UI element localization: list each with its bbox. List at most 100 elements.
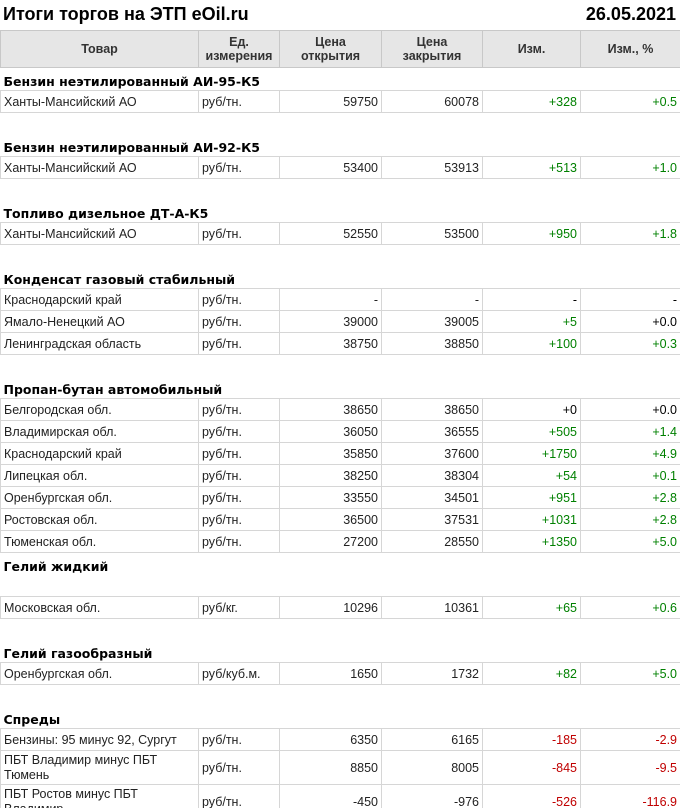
column-header: Ед. измерения <box>198 30 280 68</box>
data-row: Бензины: 95 минус 92, Сургут руб/тн. 6350 6… <box>0 728 680 751</box>
data-row: Ханты-Мансийский АО руб/тн. 59750 60078 +328… <box>0 90 680 113</box>
column-header-text: Ед. измерения <box>205 35 273 63</box>
column-header: Изм. <box>482 30 581 68</box>
value: 6165 <box>381 728 483 751</box>
data-row: Оренбургская обл. руб/куб.м. 1650 1732 +82 +5… <box>0 662 680 685</box>
data-row: Ростовская обл. руб/тн. 36500 37531 +1031 +2.… <box>0 508 680 531</box>
value: - <box>381 288 483 311</box>
value: +0.0 <box>580 310 680 333</box>
value: 38250 <box>279 464 382 487</box>
value: 33550 <box>279 486 382 509</box>
value: +4.9 <box>580 442 680 465</box>
product: Ханты-Мансийский АО <box>0 222 199 245</box>
value: 60078 <box>381 90 483 113</box>
section-row: Гелий газообразный <box>1 640 680 663</box>
value: 36500 <box>279 508 382 531</box>
value: 8005 <box>381 750 483 785</box>
product: Оренбургская обл. <box>0 486 199 509</box>
spacer <box>1 179 680 201</box>
section-row: Конденсат газовый стабильный <box>1 266 680 289</box>
value: 1732 <box>381 662 483 685</box>
value: 27200 <box>279 530 382 553</box>
product: ПБТ Ростов минус ПБТ Владимир <box>0 784 199 808</box>
spacer <box>1 113 680 135</box>
unit: руб/тн. <box>198 464 280 487</box>
value: +0.1 <box>580 464 680 487</box>
product: Оренбургская обл. <box>0 662 199 685</box>
value: 39005 <box>381 310 483 333</box>
value: -450 <box>279 784 382 808</box>
unit: руб/тн. <box>198 398 280 421</box>
unit: руб/тн. <box>198 90 280 113</box>
product: Московская обл. <box>0 596 199 619</box>
product: Краснодарский край <box>0 288 199 311</box>
spacer <box>1 619 680 641</box>
column-header-text: Цена закрытия <box>402 35 462 63</box>
value: 38650 <box>279 398 382 421</box>
section-row: Бензин неэтилированный АИ-92-К5 <box>1 134 680 157</box>
unit: руб/тн. <box>198 750 280 785</box>
section-row: Спреды <box>1 706 680 729</box>
unit: руб/тн. <box>198 420 280 443</box>
section-title: Конденсат газовый стабильный <box>3 272 236 287</box>
data-row: ПБТ Ростов минус ПБТ Владимирруб/тн.-450… <box>0 784 680 808</box>
unit: руб/тн. <box>198 530 280 553</box>
section-title: Гелий жидкий <box>3 559 109 574</box>
spacer-row <box>1 575 680 597</box>
value: +82 <box>482 662 581 685</box>
value: 1650 <box>279 662 382 685</box>
product: Бензины: 95 минус 92, Сургут <box>0 728 199 751</box>
section-title: Бензин неэтилированный АИ-95-К5 <box>3 74 260 89</box>
data-row: Белгородская обл. руб/тн. 38650 38650 +0 +0.0 <box>0 398 680 421</box>
value: 39000 <box>279 310 382 333</box>
date: 26.05.2021 <box>585 4 676 24</box>
value: +0.5 <box>580 90 680 113</box>
value: 10296 <box>279 596 382 619</box>
value: +1.8 <box>580 222 680 245</box>
value: +513 <box>482 156 581 179</box>
value: +1350 <box>482 530 581 553</box>
value: +0.6 <box>580 596 680 619</box>
column-header-text: Изм. <box>517 42 546 56</box>
value: +1.0 <box>580 156 680 179</box>
value: +5.0 <box>580 662 680 685</box>
data-row: Липецкая обл. руб/тн. 38250 38304 +54 +0.1 <box>0 464 680 487</box>
value: +5.0 <box>580 530 680 553</box>
data-row: Ханты-Мансийский АО руб/тн. 53400 53913 +513… <box>0 156 680 179</box>
value: 6350 <box>279 728 382 751</box>
value: -9.5 <box>580 750 680 785</box>
data-row: Оренбургская обл. руб/тн. 33550 34501 +951 +2… <box>0 486 680 509</box>
spacer <box>1 355 680 377</box>
value: +950 <box>482 222 581 245</box>
section-title: Гелий газообразный <box>3 646 153 661</box>
value: - <box>279 288 382 311</box>
section-row: Топливо дизельное ДТ-А-К5 <box>1 200 680 223</box>
column-header-text: Цена открытия <box>300 35 361 63</box>
unit: руб/кг. <box>198 596 280 619</box>
product: Ханты-Мансийский АО <box>0 156 199 179</box>
section-row: Гелий жидкий <box>1 553 680 576</box>
value: +5 <box>482 310 581 333</box>
value: +1750 <box>482 442 581 465</box>
value: - <box>580 288 680 311</box>
table-body: Бензин неэтилированный АИ-95-К5 Ханты-Ман… <box>0 68 680 808</box>
spacer-row <box>1 179 680 201</box>
value: 52550 <box>279 222 382 245</box>
data-row: Краснодарский край руб/тн. - - - - <box>0 288 680 311</box>
product: ПБТ Владимир минус ПБТ Тюмень <box>0 750 199 785</box>
value: 37531 <box>381 508 483 531</box>
value: 38750 <box>279 332 382 355</box>
value: 38304 <box>381 464 483 487</box>
data-row: Краснодарский край руб/тн. 35850 37600 +1750… <box>0 442 680 465</box>
value: -116.9 <box>580 784 680 808</box>
value: +2.8 <box>580 486 680 509</box>
section-title: Бензин неэтилированный АИ-92-К5 <box>3 140 260 155</box>
data-row: Московская обл. руб/кг. 10296 10361 +65 +0.6 <box>0 596 680 619</box>
value: 36050 <box>279 420 382 443</box>
value: - <box>482 288 581 311</box>
data-row: ПБТ Владимир минус ПБТ Тюмень руб/тн. 8850… <box>0 750 680 785</box>
spacer <box>1 245 680 267</box>
title-bar: Итоги торгов на ЭТП eOil.ru 26.05.2021 <box>0 0 680 30</box>
unit: руб/тн. <box>198 728 280 751</box>
